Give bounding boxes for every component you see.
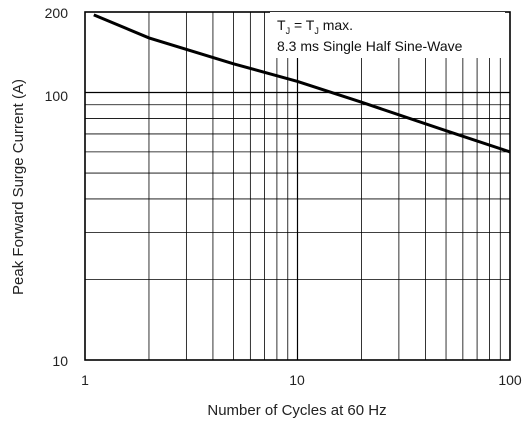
x-tick-label-10: 10 — [289, 372, 305, 388]
x-axis-label: Number of Cycles at 60 Hz — [207, 402, 386, 419]
annotation-waveform: 8.3 ms Single Half Sine-Wave — [277, 38, 463, 54]
y-tick-label-200: 200 — [45, 5, 69, 21]
x-grid-lines — [148, 12, 501, 360]
y-axis-label: Peak Forward Surge Current (A) — [10, 79, 27, 295]
y-tick-label-10: 10 — [52, 353, 68, 369]
y-tick-label-100: 100 — [45, 88, 69, 104]
surge-current-series-line — [93, 13, 511, 154]
annotation-condition: TJ = TJ max. — [277, 17, 353, 36]
y-grid-lines — [85, 91, 510, 280]
annotation-background — [270, 12, 505, 58]
x-tick-label-100: 100 — [498, 372, 522, 388]
x-tick-label-1: 1 — [81, 372, 89, 388]
